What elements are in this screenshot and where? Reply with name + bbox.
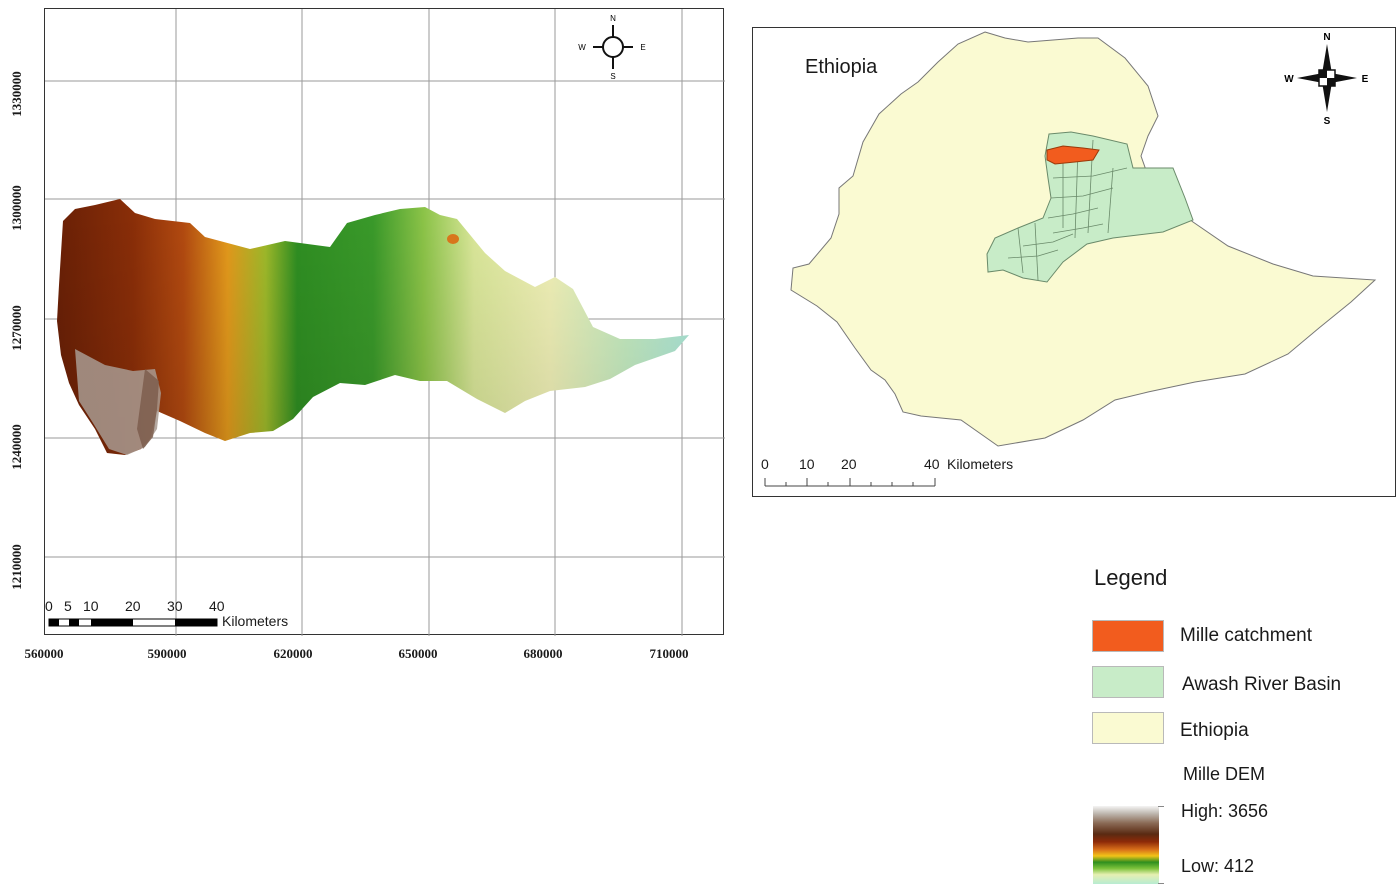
dem-map-canvas: N S E W	[45, 9, 725, 636]
legend-label-mille-catchment: Mille catchment	[1180, 625, 1312, 646]
dem-scale-label-0: 0	[45, 598, 53, 614]
legend-label-ethiopia: Ethiopia	[1180, 720, 1249, 741]
compass-n: N	[610, 14, 616, 23]
inset-scale-label-40: 40	[924, 456, 940, 472]
legend-swatch-ethiopia	[1092, 712, 1164, 744]
x-tick-label: 650000	[398, 646, 438, 661]
legend-title: Legend	[1094, 565, 1168, 590]
inset-scale-bar	[764, 478, 936, 487]
x-tick-label: 710000	[649, 646, 689, 661]
y-tick-label: 1330000	[9, 71, 24, 117]
compass-w: W	[578, 43, 586, 52]
inset-scale-label-10: 10	[799, 456, 815, 472]
legend-dem-high: High: 3656	[1181, 801, 1269, 821]
ethiopia-inset-canvas: N S E W	[764, 31, 1377, 487]
compass-e: E	[640, 43, 645, 52]
inset-scale-unit: Kilometers	[947, 456, 1014, 472]
legend-dem-title: Mille DEM	[1183, 764, 1266, 784]
ethiopia-inset-frame: N S E W Ethiopia 0 10 20 40 Kilometers	[752, 27, 1396, 497]
dem-scale-bar	[48, 618, 218, 627]
dem-scale-label-30: 30	[167, 598, 183, 614]
dem-scale-label-5: 5	[64, 598, 72, 614]
inset-compass-s: S	[1324, 116, 1331, 127]
inset-compass-e: E	[1362, 74, 1369, 85]
x-tick-label: 680000	[523, 646, 563, 661]
dem-scale-label-10: 10	[83, 598, 99, 614]
north-arrow-icon: N S E W	[1284, 32, 1368, 127]
legend-label-awash-basin: Awash River Basin	[1182, 674, 1342, 695]
y-tick-label: 1270000	[9, 305, 24, 351]
inset-scale-label-20: 20	[841, 456, 857, 472]
inset-title: Ethiopia	[805, 56, 878, 78]
mille-catchment-shape	[1046, 145, 1100, 165]
legend-dem-low: Low: 412	[1181, 856, 1255, 876]
x-tick-label: 560000	[24, 646, 64, 661]
y-tick-label: 1300000	[9, 185, 24, 231]
compass-s: S	[610, 72, 615, 81]
dem-scale-label-20: 20	[125, 598, 141, 614]
y-tick-label: 1240000	[9, 424, 24, 470]
x-tick-label: 590000	[147, 646, 187, 661]
dem-scale-unit: Kilometers	[222, 613, 289, 629]
x-tick-label: 620000	[273, 646, 313, 661]
inset-scale-label-0: 0	[761, 456, 769, 472]
legend-swatch-mille-catchment	[1092, 620, 1164, 652]
y-tick-label: 1210000	[9, 544, 24, 590]
sub-basin-boundaries	[1007, 139, 1128, 281]
inset-compass-n: N	[1323, 32, 1330, 43]
dem-map-frame: N S E W 0 5 10 20 30 40 Kilometers	[44, 8, 725, 636]
dem-scale-label-40: 40	[209, 598, 225, 614]
north-arrow-icon: N S E W	[578, 14, 645, 81]
dem-color-ramp	[1093, 806, 1159, 884]
inset-compass-w: W	[1284, 74, 1294, 85]
graticule-lines	[45, 9, 725, 636]
awash-river-basin-shape	[986, 131, 1194, 283]
legend-swatch-awash-basin	[1092, 666, 1164, 698]
